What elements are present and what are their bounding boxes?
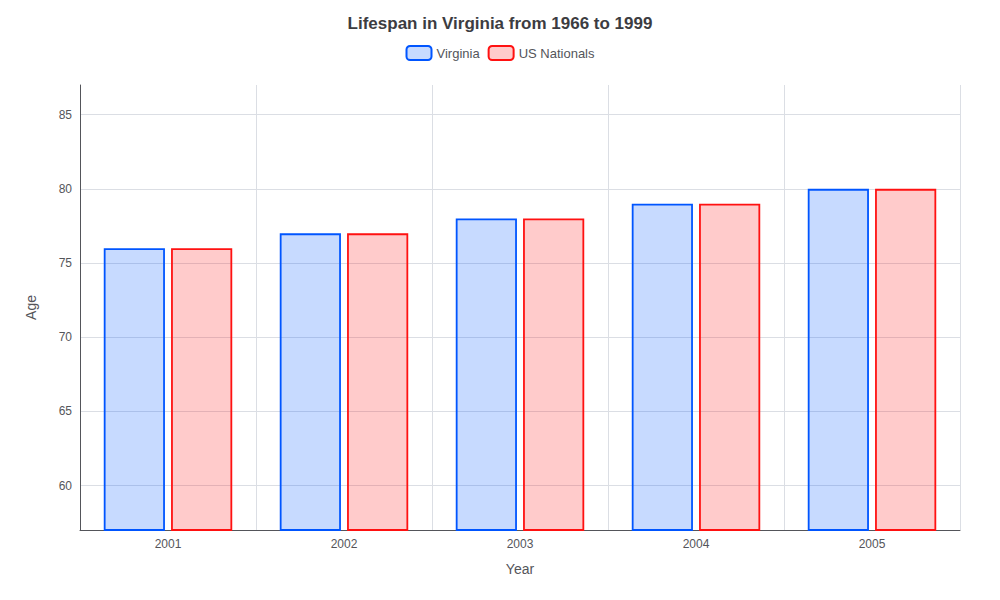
svg-text:2002: 2002 bbox=[331, 537, 358, 551]
svg-text:Age: Age bbox=[23, 295, 39, 320]
svg-text:70: 70 bbox=[59, 330, 73, 344]
svg-text:75: 75 bbox=[59, 256, 73, 270]
svg-text:2001: 2001 bbox=[155, 537, 182, 551]
svg-text:2005: 2005 bbox=[859, 537, 886, 551]
svg-text:60: 60 bbox=[59, 479, 73, 493]
svg-text:2003: 2003 bbox=[507, 537, 534, 551]
svg-text:US Nationals: US Nationals bbox=[519, 46, 595, 61]
svg-text:85: 85 bbox=[59, 108, 73, 122]
svg-text:80: 80 bbox=[59, 182, 73, 196]
svg-text:Year: Year bbox=[506, 561, 535, 577]
svg-text:Virginia: Virginia bbox=[437, 46, 481, 61]
svg-text:Lifespan in Virginia from 1966: Lifespan in Virginia from 1966 to 1999 bbox=[348, 14, 653, 33]
svg-text:2004: 2004 bbox=[683, 537, 710, 551]
svg-text:65: 65 bbox=[59, 404, 73, 418]
